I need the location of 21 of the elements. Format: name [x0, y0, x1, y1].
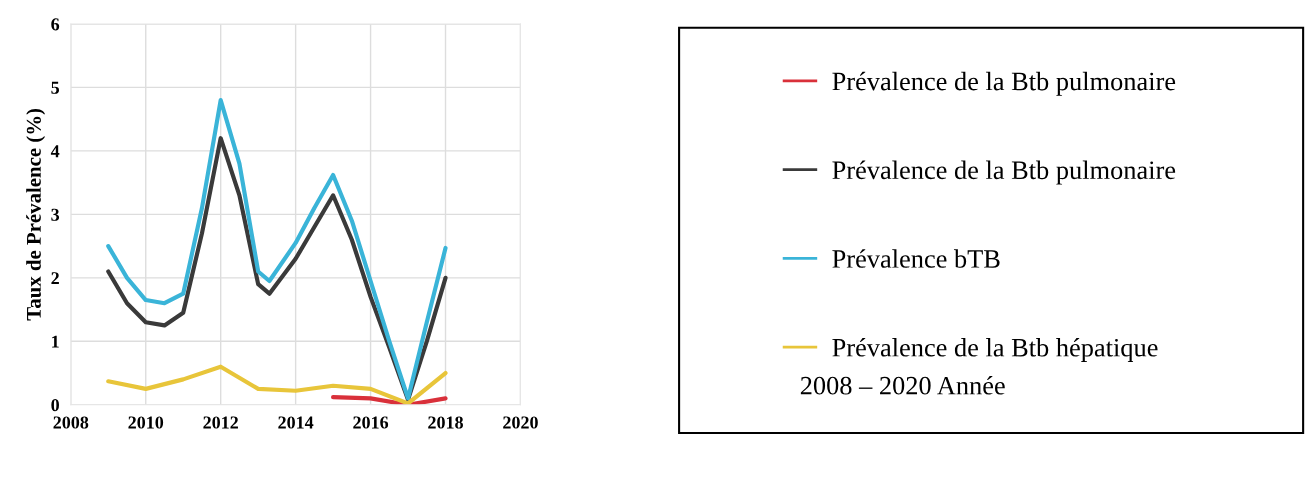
text: 2008 – 2020 Année	[800, 375, 1005, 395]
y-tick-label: 1	[52, 335, 59, 348]
x-tick-label: 2018	[428, 416, 463, 429]
x-tick-label: 2014	[278, 416, 314, 429]
legend-label: Prévalence de la Btb pulmonaire	[832, 160, 1176, 185]
y-tick-label: 4	[50, 145, 60, 158]
x-tick-label: 2008	[53, 416, 89, 429]
x-tick-label: 2010	[128, 416, 164, 429]
x-tick-label: 2020	[503, 416, 538, 429]
legend-label: Prévalence de la Btb hépatique	[832, 338, 1158, 362]
x-tick-label: 2012	[203, 416, 238, 429]
y-tick-label: 5	[51, 81, 60, 94]
y-tick-label: 3	[51, 208, 60, 221]
x-tick-label: 2016	[353, 416, 389, 429]
y-tick-label: 0	[51, 399, 59, 412]
legend-label: Prévalence bTB	[832, 249, 1000, 268]
y-tick-label: 6	[51, 18, 60, 31]
line-series	[106, 364, 448, 405]
legend-label: Prévalence de la Btb pulmonaire	[832, 71, 1176, 96]
y-tick-label: 2	[51, 272, 59, 285]
y-axis-title: Taux de Prévalence (%)	[26, 108, 46, 321]
